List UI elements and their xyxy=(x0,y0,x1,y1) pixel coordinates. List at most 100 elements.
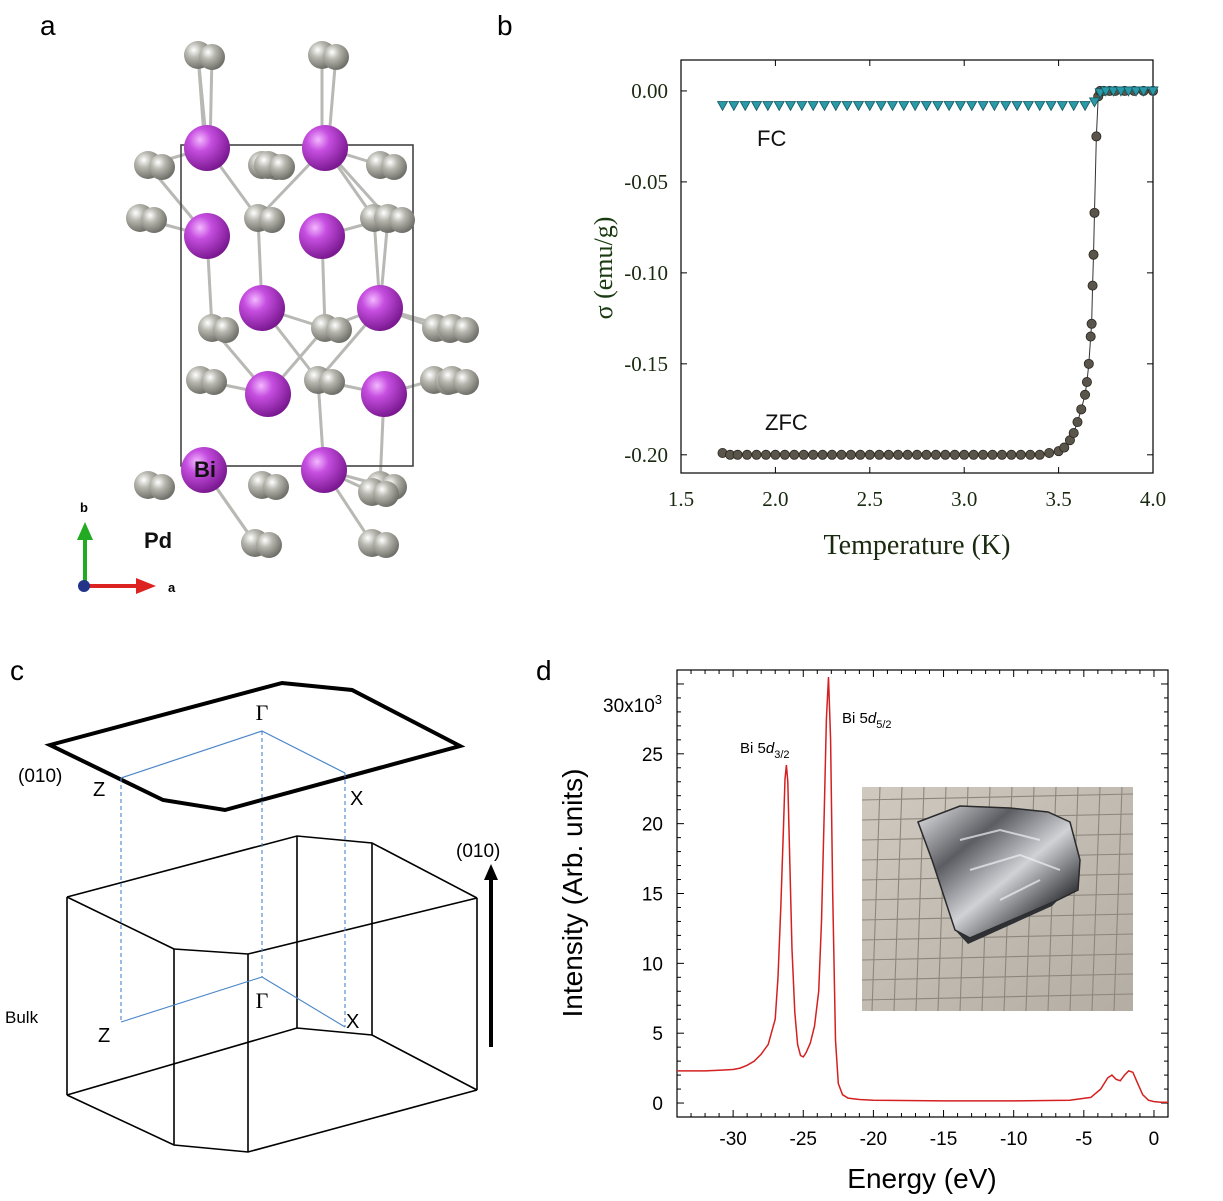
pd-atom xyxy=(319,369,345,395)
zfc-point xyxy=(969,450,978,459)
y-tick-label: -0.15 xyxy=(624,352,668,376)
zfc-point xyxy=(1086,332,1095,341)
surface-path xyxy=(121,731,345,778)
zfc-point xyxy=(903,450,912,459)
peak-label-d52: Bi 5d5/2 xyxy=(842,710,892,731)
pd-atom xyxy=(453,317,479,343)
zfc-point xyxy=(1073,417,1082,426)
fc-point xyxy=(763,101,773,110)
pd-atom xyxy=(373,481,399,507)
zfc-point xyxy=(941,450,950,459)
y-tick-label: 0.00 xyxy=(631,79,668,103)
fc-point xyxy=(978,101,988,110)
top-z-label: Z xyxy=(93,779,105,801)
zfc-point xyxy=(912,450,921,459)
pd-atom xyxy=(389,207,415,233)
axis-a-arrow xyxy=(136,578,156,594)
axis-b-label: b xyxy=(80,500,88,515)
zfc-point xyxy=(894,450,903,459)
label-pd: Pd xyxy=(144,528,172,553)
chart-b-xlabel: Temperature (K) xyxy=(824,530,1011,561)
y-tick-label: 25 xyxy=(642,745,663,766)
zfc-point xyxy=(922,450,931,459)
zfc-point xyxy=(1092,132,1101,141)
zfc-point xyxy=(884,450,893,459)
pd-atom xyxy=(453,369,479,395)
zfc-point xyxy=(950,450,959,459)
bulk-path xyxy=(121,731,345,1027)
bi-atom xyxy=(245,371,291,417)
direction-arrow-head xyxy=(484,864,498,880)
bulk-bz xyxy=(67,836,477,1152)
zfc-point xyxy=(846,450,855,459)
zfc-point xyxy=(960,450,969,459)
x-tick-label: -5 xyxy=(1075,1129,1092,1150)
x-tick-label: 2.5 xyxy=(857,487,883,511)
fc-point xyxy=(865,101,875,110)
axis-a-label: a xyxy=(168,580,176,595)
y-tick-label: -0.05 xyxy=(624,170,668,194)
zfc-point xyxy=(1069,428,1078,437)
fc-point xyxy=(967,101,977,110)
zfc-point xyxy=(780,450,789,459)
panel-c: c Γ Z X (010) Γ Z X Bul xyxy=(5,655,500,1152)
bulk-label: Bulk xyxy=(5,1008,39,1027)
fc-point xyxy=(1046,101,1056,110)
label-bi: Bi xyxy=(194,457,216,482)
x-tick-label: -15 xyxy=(930,1129,957,1150)
zfc-point xyxy=(1026,450,1035,459)
zfc-point xyxy=(790,450,799,459)
fc-point xyxy=(786,101,796,110)
bi-atom xyxy=(184,125,230,171)
fc-point xyxy=(808,101,818,110)
fc-point xyxy=(887,101,897,110)
x-tick-label: 3.5 xyxy=(1045,487,1071,511)
bi-atom xyxy=(299,213,345,259)
fc-point xyxy=(752,101,762,110)
x-tick-label: 2.0 xyxy=(762,487,788,511)
zfc-point xyxy=(809,450,818,459)
panel-letter-a: a xyxy=(40,10,56,41)
fc-point xyxy=(718,101,728,110)
fc-point xyxy=(774,101,784,110)
bi-atom xyxy=(239,285,285,331)
top-gamma-label: Γ xyxy=(256,700,269,725)
fc-point xyxy=(1069,101,1079,110)
zfc-point xyxy=(771,450,780,459)
bi-atom xyxy=(301,447,347,493)
surface-label: (010) xyxy=(18,766,62,787)
zfc-point xyxy=(752,450,761,459)
figure: a Bi Pd b a b 1.5 2.0 2.5 3.0 3.5 4.00.00-0.0… xyxy=(0,0,1223,1201)
y-tick-label: 0 xyxy=(652,1094,663,1115)
zfc-point xyxy=(1016,450,1025,459)
axis-c-dot xyxy=(78,580,90,592)
fc-point xyxy=(1012,101,1022,110)
fc-point xyxy=(819,101,829,110)
fc-point xyxy=(933,101,943,110)
zfc-point xyxy=(1090,208,1099,217)
fc-point xyxy=(1001,101,1011,110)
x-tick-label: 4.0 xyxy=(1140,487,1166,511)
fc-point xyxy=(899,101,909,110)
label-fc: FC xyxy=(757,126,786,151)
arrow-label: (010) xyxy=(456,841,500,862)
zfc-point xyxy=(818,450,827,459)
zfc-point xyxy=(865,450,874,459)
pd-atom xyxy=(213,317,239,343)
pd-atom xyxy=(149,474,175,500)
fc-point xyxy=(910,101,920,110)
zfc-point xyxy=(1077,405,1086,414)
zfc-point xyxy=(1080,390,1089,399)
zfc-line xyxy=(723,91,1153,455)
x-tick-label: -20 xyxy=(860,1129,887,1150)
x-tick-label: -25 xyxy=(790,1129,817,1150)
bi-atom xyxy=(184,213,230,259)
fc-point xyxy=(921,101,931,110)
zfc-point xyxy=(1087,319,1096,328)
pd-atom xyxy=(201,369,227,395)
fc-point xyxy=(740,101,750,110)
pd-atom xyxy=(259,207,285,233)
y-tick-label: 15 xyxy=(642,885,663,906)
x-tick-label: -30 xyxy=(719,1129,746,1150)
pd-atom xyxy=(323,44,349,70)
